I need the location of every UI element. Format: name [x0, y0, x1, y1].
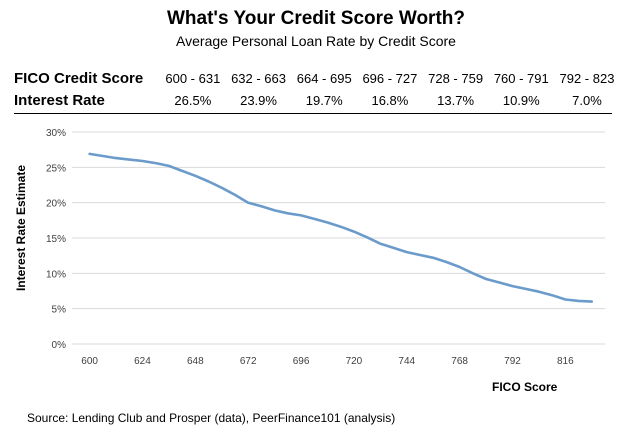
fico-range-cell: 664 - 695 — [296, 71, 352, 86]
interest-rate-cell: 23.9% — [240, 93, 277, 108]
interest-rate-header: Interest Rate — [14, 92, 105, 109]
x-tick-label: 768 — [451, 356, 468, 367]
fico-range-cells: 600 - 631 632 - 663 664 - 695 696 - 727 728 … — [160, 71, 620, 86]
rate-table: FICO Credit Score 600 - 631 632 - 663 664 … — [14, 68, 614, 112]
fico-range-cell: 600 - 631 — [165, 71, 221, 86]
source-note: Source: Lending Club and Prosper (data),… — [27, 411, 396, 425]
interest-rate-cell: 10.9% — [502, 93, 540, 108]
x-tick-label: 600 — [81, 356, 98, 367]
interest-rate-cells: 26.5% 23.9% 19.7% 16.8% 13.7% 10.9% 7.0% — [160, 93, 620, 108]
fico-range-cell: 632 - 663 — [231, 71, 286, 86]
x-tick-label: 624 — [134, 356, 151, 367]
x-tick-label: 744 — [398, 356, 415, 367]
x-tick-label: 720 — [346, 356, 363, 367]
fico-range-row: FICO Credit Score 600 - 631 632 - 663 664 … — [14, 68, 614, 90]
y-tick-label: 5% — [52, 305, 67, 316]
y-tick-label: 20% — [46, 199, 66, 210]
chart-title: What's Your Credit Score Worth? — [167, 8, 465, 29]
interest-rate-row: Interest Rate 26.5% 23.9% 19.7% 16.8% 13.7% 1… — [14, 90, 614, 112]
interest-rate-cell: 19.7% — [305, 93, 343, 108]
interest-rate-cell: 7.0% — [572, 93, 602, 108]
interest-rate-cell: 26.5% — [174, 93, 212, 108]
x-tick-label: 648 — [187, 356, 204, 367]
x-tick-label: 816 — [557, 356, 574, 367]
x-tick-label: 792 — [504, 356, 521, 367]
interest-rate-cell: 13.7% — [437, 93, 475, 108]
x-tick-label: 672 — [240, 356, 257, 367]
x-axis-label: FICO Score — [492, 380, 558, 394]
series-line — [88, 152, 594, 303]
y-axis-label: Interest Rate Estimate — [14, 164, 28, 292]
line-chart: 0% 5% 10% 15% 20% 25% 30% 600 624 648 672 696 720 744… — [46, 128, 605, 367]
chart-subtitle: Average Personal Loan Rate by Credit Sco… — [176, 33, 456, 49]
x-tick-label: 696 — [293, 356, 310, 367]
fico-credit-score-header: FICO Credit Score — [14, 70, 144, 87]
fico-range-cell: 792 - 823 — [559, 71, 615, 86]
y-tick-label: 30% — [46, 128, 66, 139]
interest-rate-cell: 16.8% — [371, 93, 409, 108]
fico-range-cell: 728 - 759 — [428, 71, 484, 86]
y-tick-label: 0% — [52, 340, 67, 351]
fico-range-cell: 760 - 791 — [493, 71, 549, 86]
y-tick-label: 15% — [46, 234, 66, 245]
fico-range-cell: 696 - 727 — [362, 71, 418, 86]
table-divider — [14, 113, 612, 114]
y-tick-label: 10% — [46, 269, 66, 280]
y-tick-label: 25% — [46, 163, 66, 174]
